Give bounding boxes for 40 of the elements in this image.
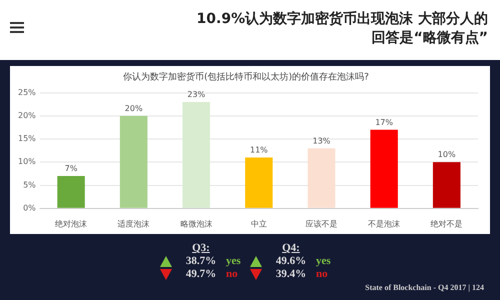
text: State of Blockchain - Q4 2017 | 124 — [365, 283, 484, 292]
y-tick-label: 25% — [18, 88, 36, 97]
bar — [432, 162, 460, 208]
text: 39.4% — [274, 268, 308, 280]
text: no — [226, 268, 239, 280]
data-label: 17% — [375, 118, 394, 127]
text: yes — [316, 255, 332, 267]
y-tick-label: 10% — [18, 157, 36, 166]
data-label: 13% — [312, 136, 331, 146]
data-label: 10% — [438, 150, 456, 160]
text: no — [316, 268, 329, 280]
x-tick-label: 中立 — [250, 219, 267, 228]
text: yes — [226, 255, 242, 267]
data-label: 7% — [64, 164, 78, 174]
text: 38.7% — [184, 255, 218, 267]
y-tick-label: 0% — [23, 203, 36, 212]
x-tick-label: 略微泡沫 — [180, 219, 212, 228]
chart-subtitle: 10.9%认为数字加密货币出现泡沫 大部分人的回答是“略微有点” — [196, 10, 488, 48]
x-tick-label: 绝对不是 — [430, 219, 463, 228]
x-tick-label: 绝对泡沫 — [55, 219, 88, 228]
text: 49.7% — [184, 268, 218, 280]
text: Q3: — [191, 242, 211, 254]
bar — [370, 130, 398, 208]
data-label: 11% — [250, 146, 268, 155]
data-label: 20% — [124, 104, 143, 113]
x-tick-label: 适度泡沫 — [118, 219, 150, 228]
bar — [57, 176, 85, 208]
bar — [182, 102, 210, 208]
x-tick-label: 应该不是 — [305, 219, 338, 228]
y-tick-label: 15% — [18, 134, 36, 144]
bar — [245, 158, 273, 208]
x-tick-label: 不是泡沫 — [368, 219, 400, 228]
y-tick-label: 20% — [18, 111, 36, 120]
y-tick-label: 5% — [23, 180, 36, 190]
text: 49.6% — [274, 255, 308, 267]
data-label: 23% — [187, 90, 206, 100]
chart-title: 你认为数字加密货币(包括比特币和以太坊)的价值存在泡沫吗? — [123, 72, 370, 83]
bar — [308, 148, 336, 208]
text: Q4: — [281, 242, 301, 254]
bar — [120, 116, 148, 208]
